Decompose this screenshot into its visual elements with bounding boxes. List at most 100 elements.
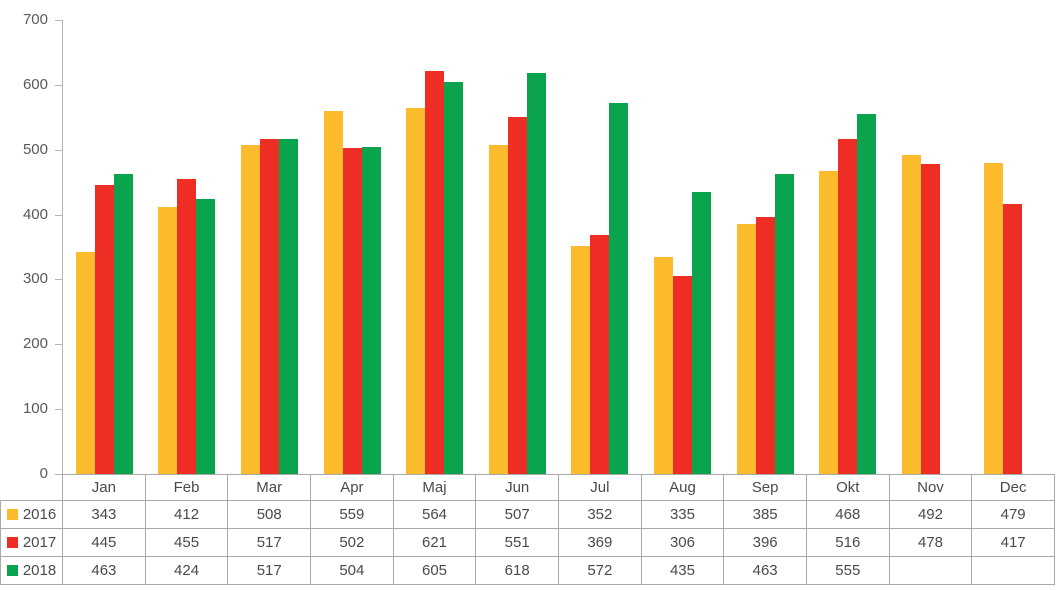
value-cell: 343	[62, 500, 146, 529]
bar-2017-Mar	[260, 138, 279, 474]
bar-2016-Dec	[984, 163, 1004, 474]
value-cell: 572	[558, 556, 642, 585]
y-axis-tick-label: 200	[22, 335, 48, 353]
bar-2017-Okt	[838, 139, 857, 474]
y-axis-tick-label: 500	[22, 140, 48, 158]
bar-2016-Nov	[901, 154, 921, 474]
value-cell	[888, 556, 973, 585]
bar-2018-Mar	[279, 138, 298, 474]
bar-2017-Feb	[177, 178, 197, 474]
bar-2017-Dec	[1003, 203, 1023, 474]
bar-2017-Apr	[342, 148, 362, 474]
y-axis-tick-mark	[55, 149, 62, 151]
y-axis-tick-mark	[55, 214, 62, 216]
series-header-cell: 2017	[0, 528, 64, 557]
value-cell: 621	[392, 528, 477, 557]
bar-2017-Maj	[425, 71, 445, 474]
y-axis-tick-label: 300	[22, 270, 48, 288]
value-cell: 517	[227, 528, 312, 557]
bar-2016-Apr	[323, 111, 343, 474]
month-header-cell: Apr	[310, 474, 394, 501]
month-header-cell: Dec	[971, 474, 1055, 501]
bar-2017-Jul	[590, 234, 610, 474]
value-cell: 306	[640, 528, 725, 557]
y-axis-tick-label: 100	[22, 400, 48, 418]
y-axis-tick-mark	[55, 409, 62, 411]
month-header-cell: Sep	[723, 474, 807, 501]
bar-2017-Jan	[94, 185, 114, 474]
bar-2017-Nov	[920, 164, 940, 474]
month-header-cell: Feb	[144, 474, 229, 501]
bar-2018-Maj	[444, 81, 464, 474]
table-row: 2018 463 424 517 504 605 618 572 435 463 555	[0, 556, 1055, 585]
y-axis-tick-mark	[55, 344, 62, 346]
value-cell: 479	[971, 500, 1055, 529]
month-header-cell: Mar	[227, 474, 312, 501]
legend-swatch-2016	[6, 509, 18, 520]
bar-2016-Maj	[406, 108, 426, 474]
y-axis-tick-label: 400	[22, 205, 48, 223]
bar-2018-Jun	[526, 73, 546, 474]
y-axis-tick-label: 600	[22, 75, 48, 93]
bar-2018-Sep	[774, 173, 794, 474]
value-cell: 564	[392, 500, 477, 529]
series-header-cell: 2016	[0, 500, 64, 529]
legend-swatch-2017	[6, 537, 18, 548]
series-label: 2018	[22, 562, 57, 579]
value-cell: 555	[805, 556, 890, 585]
y-axis-tick-mark	[55, 474, 62, 475]
value-cell: 445	[62, 528, 146, 557]
value-cell: 385	[723, 500, 807, 529]
value-cell: 463	[723, 556, 807, 585]
bar-2016-Jun	[488, 145, 508, 474]
data-table: Jan Feb Mar Apr Maj Jun Jul Aug Sep Okt Nov Dec 2016…	[0, 474, 1055, 585]
series-label: 2017	[22, 534, 57, 551]
bar-2018-Jul	[609, 103, 629, 474]
series-header-cell: 2018	[0, 556, 64, 585]
month-header-cell: Jul	[558, 474, 642, 501]
table-corner-cell	[1, 475, 63, 501]
bar-2016-Mar	[241, 144, 260, 474]
table-row: 2016 343 412 508 559 564 507 352 335 385 468 492 479	[0, 500, 1055, 529]
value-cell: 516	[805, 528, 890, 557]
value-cell: 352	[558, 500, 642, 529]
value-cell: 369	[558, 528, 642, 557]
value-cell: 507	[475, 500, 559, 529]
month-header-cell: Jun	[475, 474, 559, 501]
value-cell: 504	[310, 556, 394, 585]
bar-2018-Feb	[196, 199, 216, 474]
y-axis-tick-mark	[55, 279, 62, 281]
bar-2018-Okt	[857, 114, 876, 474]
bar-2016-Jul	[571, 245, 591, 474]
value-cell: 618	[475, 556, 559, 585]
bar-2016-Feb	[158, 206, 178, 474]
y-axis-line	[62, 20, 63, 474]
bar-2016-Sep	[736, 224, 756, 474]
value-cell: 502	[310, 528, 394, 557]
bar-2018-Aug	[691, 191, 711, 474]
month-header-cell: Maj	[392, 474, 477, 501]
table-row: 2017 445 455 517 502 621 551 369 306 396 516 478 417	[0, 528, 1055, 557]
legend-swatch-2018	[6, 565, 18, 576]
bar-2018-Apr	[361, 147, 381, 474]
y-axis-tick-label: 0	[39, 465, 48, 482]
series-label: 2016	[22, 506, 57, 523]
y-axis-tick-label: 700	[22, 11, 48, 28]
value-cell: 463	[62, 556, 146, 585]
bar-2016-Jan	[75, 251, 95, 474]
value-cell: 517	[227, 556, 312, 585]
value-cell: 468	[805, 500, 890, 529]
y-axis-tick-mark	[55, 84, 62, 86]
value-cell: 455	[144, 528, 229, 557]
value-cell: 478	[888, 528, 973, 557]
value-cell: 335	[640, 500, 725, 529]
value-cell: 417	[971, 528, 1055, 557]
y-axis-tick-mark	[55, 20, 62, 21]
bar-2018-Jan	[113, 173, 133, 474]
value-cell: 396	[723, 528, 807, 557]
bar-2017-Jun	[507, 116, 527, 474]
bar-2017-Aug	[672, 275, 692, 474]
value-cell: 551	[475, 528, 559, 557]
month-header-cell: Jan	[62, 474, 146, 501]
